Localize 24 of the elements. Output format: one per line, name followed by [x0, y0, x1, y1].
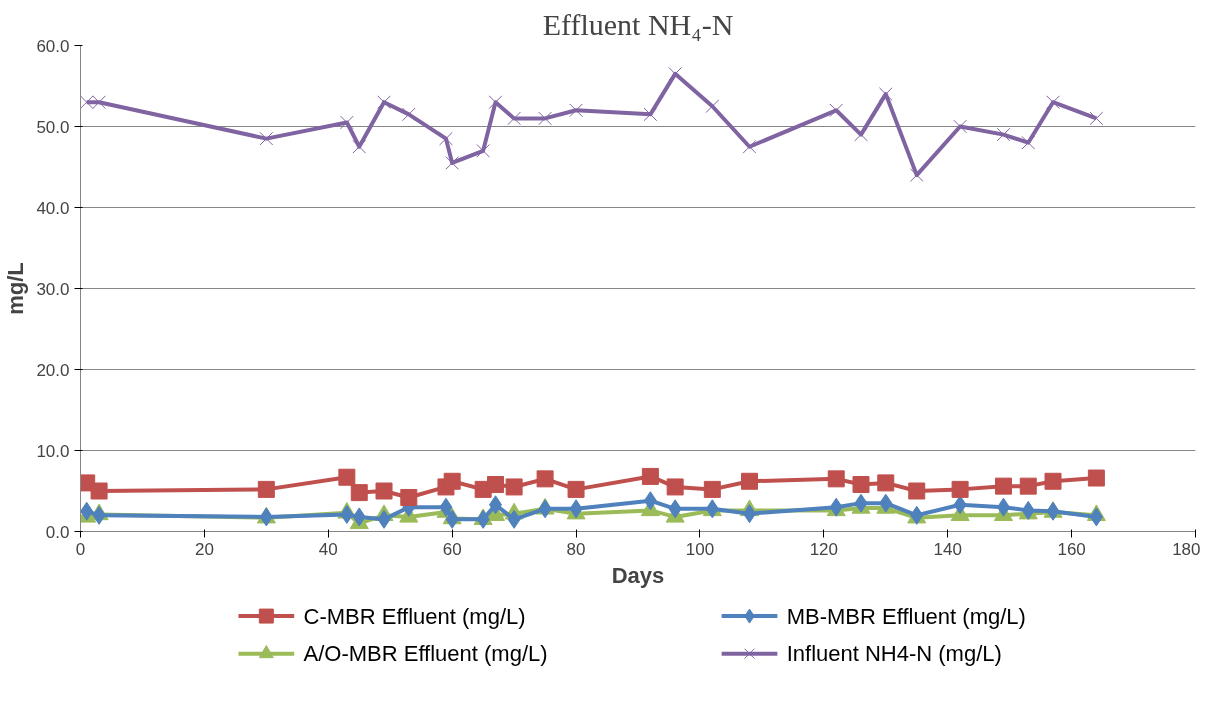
x-tick-label: 60	[442, 539, 462, 559]
x-tick-label: 20	[194, 539, 214, 559]
x-axis-title: Days	[611, 562, 665, 588]
x-tick-label: 140	[933, 539, 962, 559]
x-tick-label: 0	[75, 539, 86, 559]
x-tick-label: 120	[809, 539, 839, 559]
legend-label: A/O-MBR Effluent (mg/L)	[303, 641, 548, 667]
x-tick-label: 180	[1172, 539, 1201, 559]
legend-label: MB-MBR Effluent (mg/L)	[786, 603, 1026, 629]
y-tick-label: 20.0	[36, 360, 70, 380]
y-tick-label: 10.0	[36, 441, 70, 461]
y-tick-label: 0.0	[45, 522, 70, 542]
x-tick-label: 40	[318, 539, 338, 559]
x-tick-label: 80	[566, 539, 586, 559]
y-tick-label: 60.0	[36, 36, 70, 56]
legend-label: C-MBR Effluent (mg/L)	[303, 603, 526, 629]
y-tick-label: 30.0	[36, 279, 70, 299]
y-axis-title: mg/L	[3, 262, 29, 315]
x-tick-label: 100	[685, 539, 715, 559]
x-tick-label: 160	[1057, 539, 1086, 559]
y-tick-label: 40.0	[36, 198, 70, 218]
y-tick-label: 50.0	[36, 117, 70, 137]
chart-title: Effluent NH₄-N	[542, 7, 734, 41]
legend-label: Influent NH4-N (mg/L)	[786, 641, 1002, 667]
